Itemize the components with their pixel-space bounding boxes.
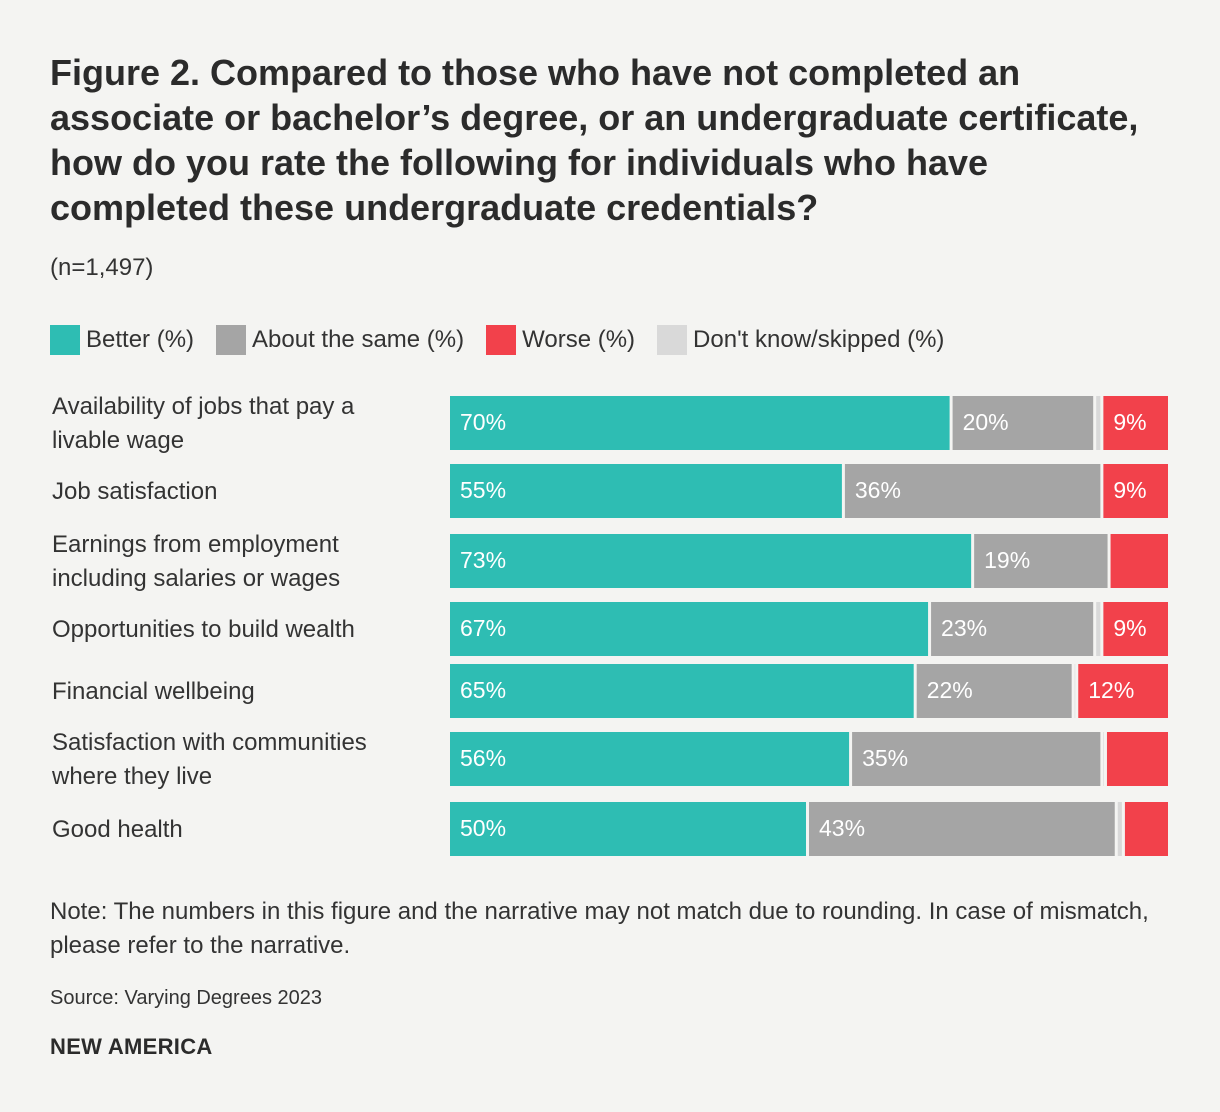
bar-segment-don-t-know-skipped (1096, 396, 1101, 450)
bar-segment-better (450, 732, 850, 786)
chart-title: Figure 2. Compared to those who have not… (50, 52, 1139, 228)
category-label: Good health (52, 816, 183, 843)
bar-segment-don-t-know-skipped (1117, 802, 1122, 856)
data-label: 50% (460, 815, 506, 841)
data-label: 55% (460, 477, 506, 503)
chart-source: Source: Varying Degrees 2023 (50, 987, 323, 1009)
legend-label-worse: Worse (%) (522, 326, 636, 353)
legend-label-same: About the same (%) (252, 326, 465, 353)
data-label: 22% (927, 677, 973, 703)
category-label: Financial wellbeing (52, 678, 255, 705)
bar-segment-better (450, 602, 929, 656)
stacked-bar-chart: Availability of jobs that pay a livable w… (51, 393, 1168, 856)
data-label: 65% (460, 677, 506, 703)
bar-segment-better (450, 664, 914, 718)
data-label: 67% (460, 615, 506, 641)
bar-segment-about-the-same (952, 396, 1094, 450)
bar-segment-about-the-same (844, 464, 1101, 518)
legend-swatch-better (50, 325, 80, 355)
bar-segment-don-t-know-skipped (1096, 602, 1101, 656)
data-label: 23% (941, 615, 987, 641)
legend-label-dk: Don't know/skipped (%) (693, 326, 945, 353)
bar-segment-worse (1103, 602, 1168, 656)
chart-note: Note: The numbers in this figure and the… (50, 898, 1149, 959)
legend-item-dk: Don't know/skipped (%) (657, 325, 944, 355)
data-label: 12% (1088, 677, 1134, 703)
bar-segment-don-t-know-skipped (1074, 664, 1076, 718)
data-label: 70% (460, 409, 506, 435)
bar-segment-about-the-same (852, 732, 1101, 786)
legend-swatch-dk (657, 325, 688, 355)
brand-logo-text: NEW AMERICA (50, 1034, 213, 1059)
sample-size: (n=1,497) (50, 254, 154, 281)
data-label: 19% (984, 547, 1030, 573)
bar-segment-about-the-same (916, 664, 1072, 718)
data-label: 56% (460, 745, 506, 771)
bar-segment-better (450, 802, 806, 856)
data-label: 43% (819, 815, 865, 841)
category-label: Earnings from employment including salari… (52, 531, 340, 592)
bar-segment-worse (1103, 464, 1168, 518)
data-label: 73% (460, 547, 506, 573)
bar-segment-worse (1106, 732, 1168, 786)
bar-segment-about-the-same (931, 602, 1094, 656)
bar-segment-worse (1110, 534, 1168, 588)
legend-label-better: Better (%) (86, 326, 195, 353)
legend-swatch-same (216, 325, 247, 355)
bar-segment-worse (1078, 664, 1168, 718)
category-label: Opportunities to build wealth (52, 616, 355, 643)
data-label: 36% (855, 477, 901, 503)
legend-item-same: About the same (%) (216, 325, 464, 355)
bar-segment-worse (1103, 396, 1168, 450)
data-label: 9% (1113, 615, 1146, 641)
bar-segment-worse (1124, 802, 1168, 856)
bar-segment-about-the-same (809, 802, 1115, 856)
legend-swatch-worse (486, 325, 517, 355)
legend-item-worse: Worse (%) (486, 325, 635, 355)
category-label: Job satisfaction (52, 478, 217, 505)
bar-segment-better (450, 396, 950, 450)
legend-item-better: Better (%) (50, 325, 194, 355)
legend: Better (%) About the same (%) Worse (%) … (50, 325, 966, 355)
category-label: Satisfaction with communities where they … (51, 729, 367, 790)
data-label: 35% (862, 745, 908, 771)
category-label: Availability of jobs that pay a livable w… (52, 393, 355, 454)
bar-segment-better (450, 534, 972, 588)
data-label: 9% (1113, 477, 1146, 503)
bar-segment-better (450, 464, 842, 518)
bar-segment-don-t-know-skipped (1103, 732, 1104, 786)
data-label: 20% (963, 409, 1009, 435)
bar-segment-about-the-same (974, 534, 1108, 588)
data-label: 9% (1113, 409, 1146, 435)
